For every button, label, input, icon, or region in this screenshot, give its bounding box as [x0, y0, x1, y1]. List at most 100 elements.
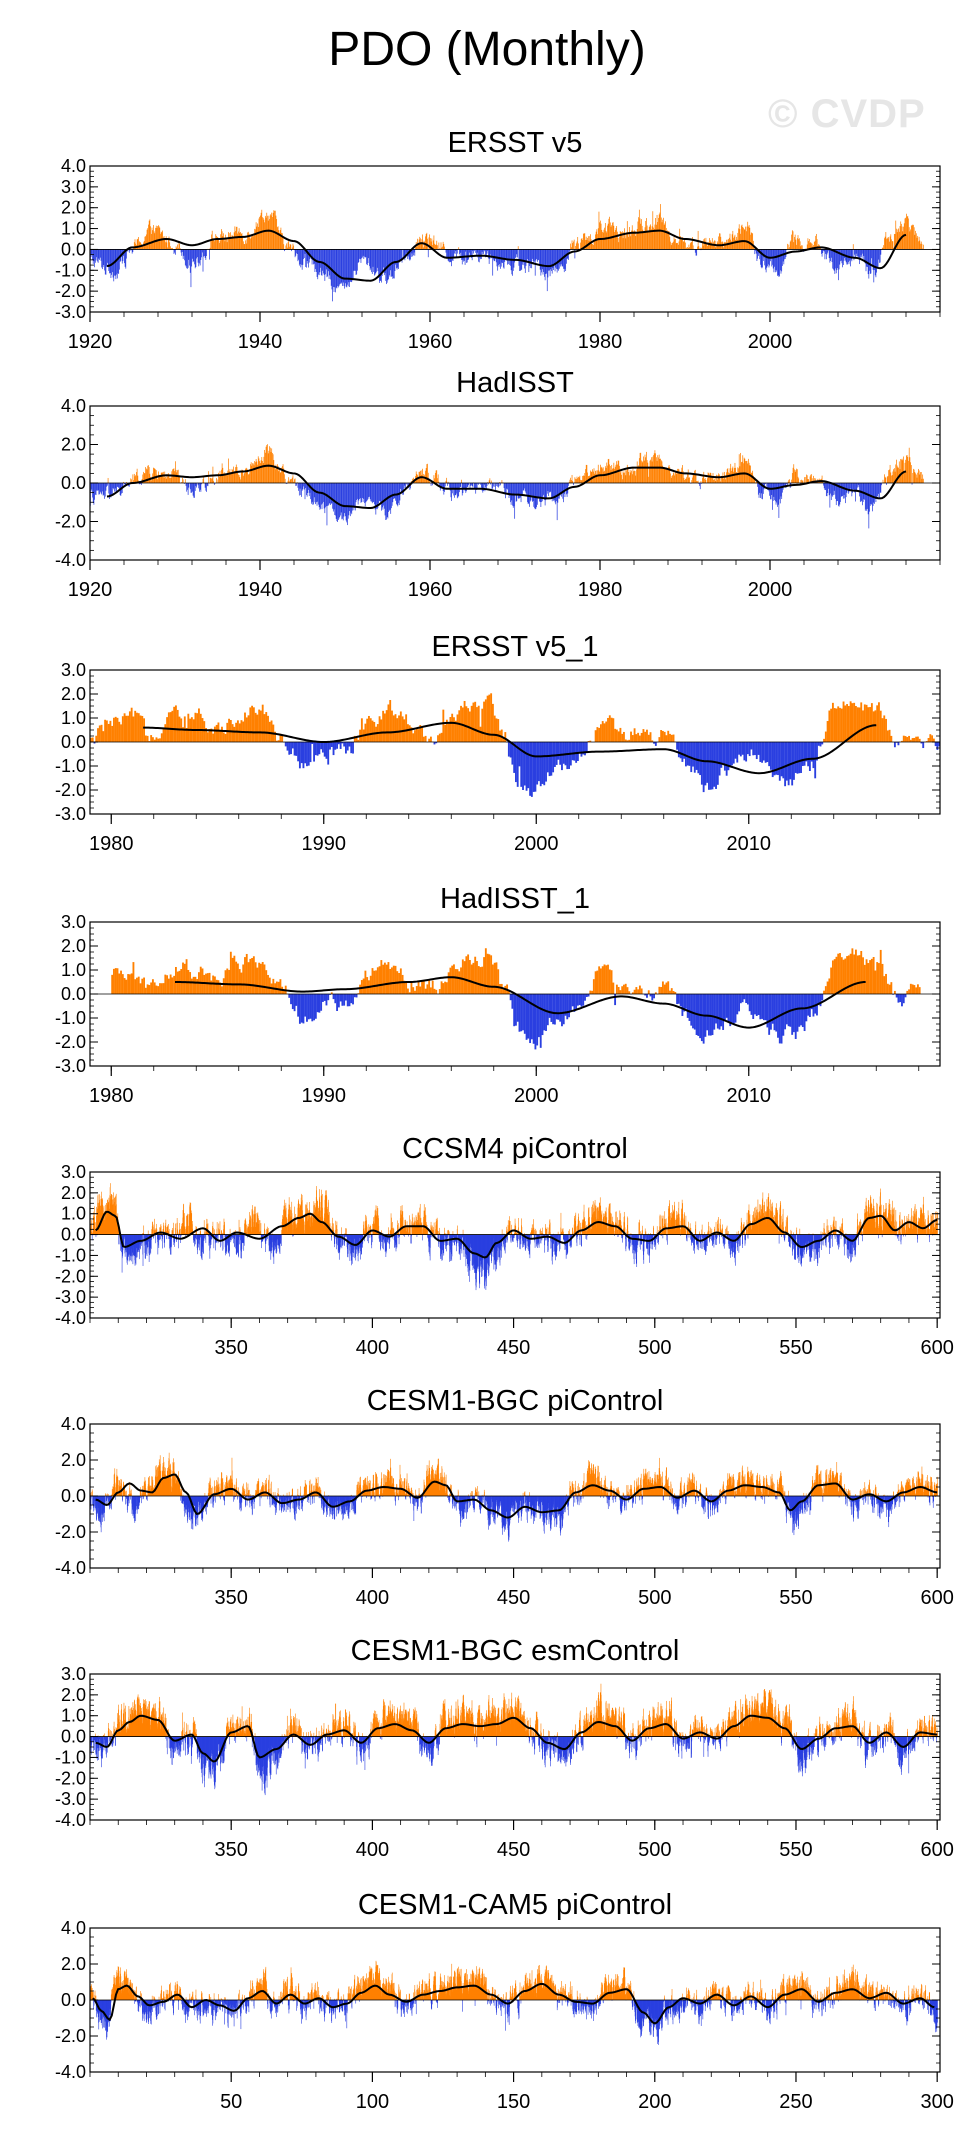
negative-bar — [376, 249, 378, 268]
negative-bar — [723, 994, 726, 1021]
negative-bar — [196, 1234, 197, 1240]
y-tick-label: 3.0 — [61, 660, 86, 680]
negative-bar — [348, 249, 350, 283]
negative-bar — [692, 994, 694, 1029]
positive-bar — [223, 233, 224, 250]
positive-bar — [882, 479, 884, 483]
negative-bar — [575, 994, 578, 1010]
positive-bar — [378, 966, 381, 994]
positive-bar — [237, 233, 239, 250]
positive-bar — [282, 237, 284, 250]
positive-bar — [244, 712, 246, 742]
positive-bar — [902, 231, 904, 250]
positive-bar — [896, 232, 898, 250]
negative-bar — [346, 249, 348, 288]
negative-bar — [398, 249, 400, 263]
positive-bar — [267, 1228, 269, 1235]
positive-bar — [240, 479, 241, 483]
negative-bar — [523, 249, 525, 266]
negative-bar — [816, 742, 818, 761]
negative-bar — [379, 249, 381, 281]
positive-bar — [160, 231, 162, 250]
positive-bar — [604, 470, 605, 483]
positive-bar — [667, 467, 669, 483]
positive-bar — [170, 477, 172, 483]
negative-bar — [897, 994, 900, 1003]
y-tick-label: 0.0 — [61, 473, 86, 493]
positive-bar — [152, 1221, 153, 1235]
positive-bar — [165, 478, 167, 483]
positive-bar — [250, 1216, 252, 1235]
positive-bar — [493, 962, 496, 994]
negative-bar — [532, 994, 535, 1044]
positive-bar — [422, 473, 424, 483]
positive-bar — [143, 718, 145, 742]
positive-bar — [211, 234, 212, 250]
negative-bar — [683, 742, 686, 759]
positive-bar — [648, 227, 650, 250]
negative-bar — [774, 249, 776, 273]
positive-bar — [863, 704, 866, 742]
positive-bar — [441, 247, 443, 250]
negative-bar — [310, 483, 312, 500]
positive-bar — [893, 990, 896, 994]
positive-bar — [437, 474, 439, 483]
negative-bar — [708, 742, 710, 790]
negative-bar — [413, 249, 415, 253]
positive-bar — [171, 710, 174, 742]
negative-bar — [361, 483, 363, 503]
negative-bar — [99, 249, 101, 258]
positive-bar — [912, 472, 914, 483]
negative-bar — [772, 483, 773, 510]
positive-bar — [148, 467, 150, 483]
negative-bar — [345, 994, 347, 1001]
positive-bar — [227, 470, 229, 483]
negative-bar — [346, 1234, 347, 1236]
positive-bar — [745, 226, 746, 250]
negative-bar — [545, 994, 547, 1031]
negative-bar — [578, 742, 581, 752]
positive-bar — [385, 964, 388, 994]
negative-bar — [121, 249, 122, 258]
positive-bar — [259, 1220, 261, 1235]
positive-bar — [791, 479, 792, 483]
positive-bar — [285, 245, 287, 250]
positive-bar — [261, 457, 263, 483]
positive-bar — [809, 242, 811, 250]
negative-bar — [699, 994, 702, 1039]
positive-bar — [236, 963, 239, 994]
negative-bar — [539, 249, 541, 270]
negative-bar — [510, 249, 511, 266]
positive-bar — [909, 231, 911, 250]
positive-bar — [134, 239, 136, 250]
negative-bar — [585, 994, 588, 997]
positive-bar — [148, 220, 150, 250]
positive-bar — [689, 247, 690, 250]
negative-bar — [528, 249, 530, 273]
negative-bar — [380, 1234, 382, 1247]
negative-bar — [505, 249, 506, 261]
negative-bar — [442, 483, 444, 491]
positive-bar — [789, 247, 790, 250]
negative-bar — [346, 483, 348, 523]
positive-bar — [291, 1224, 293, 1235]
positive-bar — [594, 473, 596, 483]
negative-bar — [911, 483, 913, 485]
positive-bar — [869, 707, 872, 742]
negative-bar — [242, 1234, 244, 1243]
positive-bar — [214, 240, 216, 250]
positive-bar — [272, 978, 275, 994]
positive-bar — [258, 962, 261, 994]
negative-bar — [352, 249, 354, 279]
negative-bar — [159, 1234, 160, 1241]
positive-bar — [585, 236, 587, 250]
positive-bar — [483, 957, 485, 994]
positive-bar — [160, 472, 162, 483]
positive-bar — [700, 480, 702, 483]
positive-bar — [449, 967, 452, 994]
negative-bar — [118, 1234, 120, 1245]
negative-bar — [334, 994, 337, 1004]
negative-bar — [460, 249, 462, 253]
negative-bar — [857, 483, 859, 486]
positive-bar — [909, 739, 912, 742]
